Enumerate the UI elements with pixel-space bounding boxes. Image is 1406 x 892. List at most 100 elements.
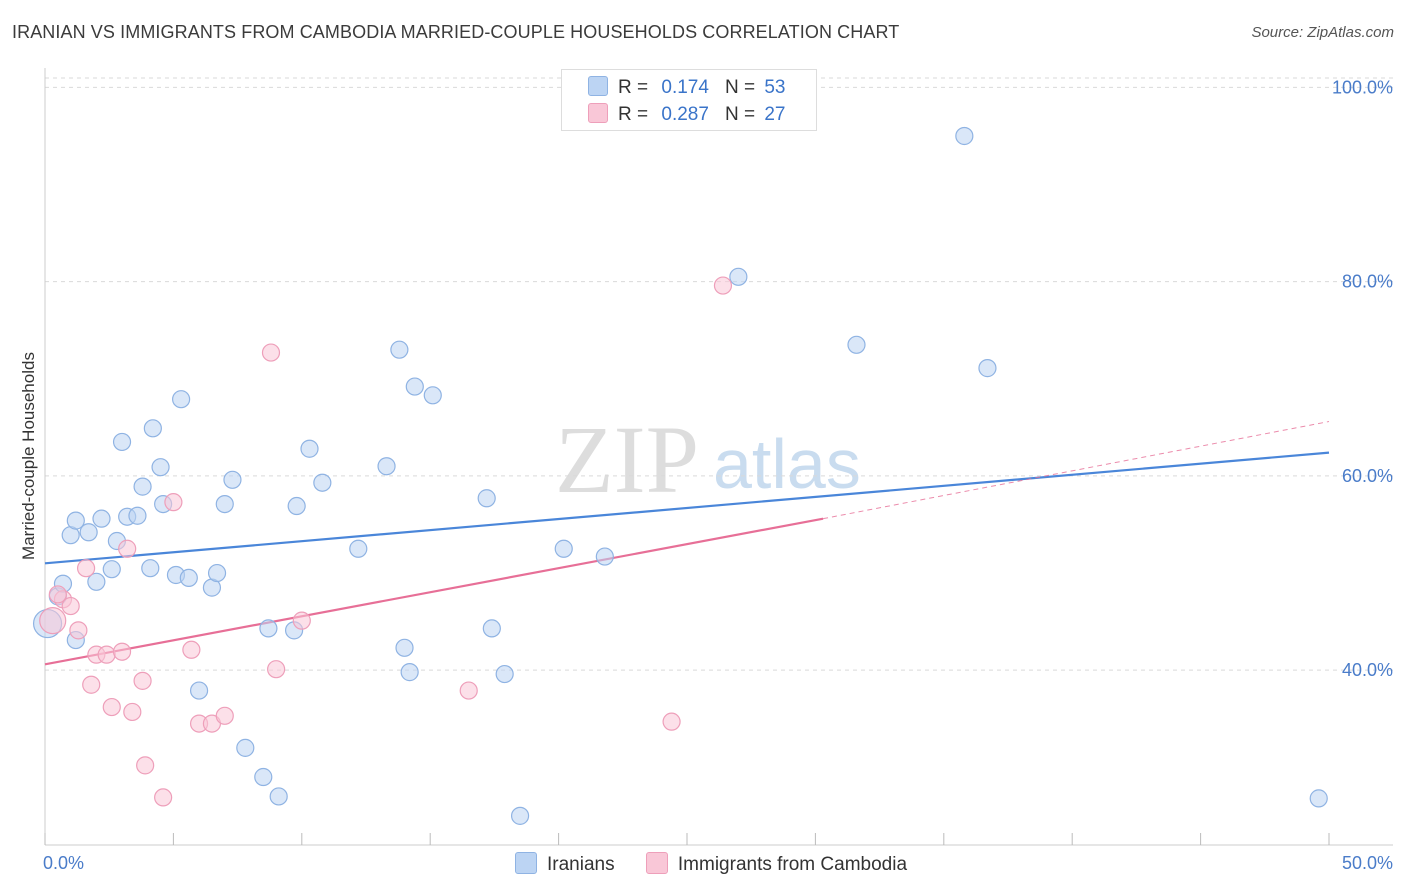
cambodia-point xyxy=(292,611,311,630)
iranians-point xyxy=(87,572,106,591)
cambodia-point xyxy=(48,585,67,604)
iranians-point xyxy=(128,506,147,525)
cambodia-point xyxy=(164,493,183,512)
cambodia-trend-line xyxy=(44,517,824,666)
correlation-legend: R = 0.174 N = 53 R = 0.287 N = 27 xyxy=(561,69,817,131)
legend-swatch-pink xyxy=(588,103,608,123)
iranians-point xyxy=(313,473,332,492)
cambodia-point xyxy=(182,640,201,659)
iranians-point xyxy=(482,619,501,638)
iranians-point xyxy=(400,663,419,682)
iranians-point xyxy=(236,738,255,757)
iranians-point xyxy=(172,390,191,409)
cambodia-point xyxy=(69,621,88,640)
iranians-point xyxy=(79,523,98,542)
cambodia-point xyxy=(97,645,116,664)
cambodia-point xyxy=(136,756,155,775)
iranians-point xyxy=(287,496,306,516)
iranians-point xyxy=(259,619,278,638)
trend-lines xyxy=(44,421,1330,666)
legend-item-iranians: Iranians xyxy=(515,852,615,876)
x-tick-labels: 0.0% 50.0% xyxy=(43,853,1393,873)
legend-swatch-blue xyxy=(588,76,608,96)
legend-n-value: 53 xyxy=(764,77,786,98)
iranians-point xyxy=(423,386,442,405)
chart-source: Source: ZipAtlas.com xyxy=(1251,24,1394,41)
iranians-point xyxy=(510,806,530,825)
cambodia-point xyxy=(261,343,281,362)
series-legend: Iranians Immigrants from Cambodia xyxy=(515,852,933,876)
iranians-point xyxy=(847,335,866,354)
iranians-point xyxy=(377,457,396,476)
cambodia-trend-extension xyxy=(823,421,1330,520)
iranians-point xyxy=(254,767,273,787)
iranians-point xyxy=(269,787,288,806)
iranians-point xyxy=(112,432,132,452)
y-tick-label: 40.0% xyxy=(1342,660,1393,680)
cambodia-point xyxy=(123,702,142,722)
cambodia-point xyxy=(82,675,101,694)
watermark-zip: ZIP xyxy=(555,406,699,513)
iranians-point xyxy=(595,547,614,566)
legend-label-cambodia: Immigrants from Cambodia xyxy=(677,854,908,875)
legend-r-label: R = xyxy=(618,77,649,98)
iranians-point xyxy=(141,559,160,578)
cambodia-point xyxy=(61,596,80,616)
axes xyxy=(44,68,1393,846)
x-ticks xyxy=(44,833,1330,845)
cambodia-point xyxy=(154,788,173,807)
iranians-point xyxy=(554,539,573,558)
legend-swatch-blue xyxy=(515,852,537,874)
watermark-atlas: atlas xyxy=(713,425,861,503)
y-tick-labels: 40.0% 60.0% 80.0% 100.0% xyxy=(1332,77,1393,680)
iranians-trend-line xyxy=(44,451,1330,565)
cambodia-point xyxy=(133,671,152,690)
iranians-point xyxy=(223,470,242,489)
chart-title: IRANIAN VS IMMIGRANTS FROM CAMBODIA MARR… xyxy=(12,22,900,42)
legend-n-label: N = xyxy=(724,104,756,125)
cambodia-point xyxy=(102,697,121,717)
cambodia-point xyxy=(267,660,286,679)
legend-item-cambodia: Immigrants from Cambodia xyxy=(645,852,908,876)
cambodia-point xyxy=(215,706,234,725)
cambodia-point xyxy=(39,607,67,635)
data-points xyxy=(32,126,1328,825)
iranians-point xyxy=(207,563,227,583)
iranians-point xyxy=(349,539,368,558)
cambodia-point xyxy=(713,276,733,295)
iranians-point xyxy=(179,568,198,588)
y-axis-label: Married-couple Households xyxy=(19,352,38,560)
iranians-point xyxy=(66,511,85,530)
legend-swatch-pink xyxy=(645,852,668,874)
gridlines xyxy=(45,77,1393,671)
legend-row-cambodia: R = 0.287 N = 27 xyxy=(588,103,785,127)
iranians-point xyxy=(300,439,319,458)
cambodia-point xyxy=(459,681,478,700)
iranians-point xyxy=(390,340,409,359)
iranians-point xyxy=(955,126,974,146)
cambodia-point xyxy=(76,559,96,578)
iranians-point xyxy=(143,419,162,438)
iranians-point xyxy=(978,359,997,378)
iranians-point xyxy=(102,560,121,579)
iranians-point xyxy=(395,638,414,657)
legend-r-value: 0.174 xyxy=(661,77,709,98)
iranians-point xyxy=(729,267,748,286)
x-tick-label: 50.0% xyxy=(1342,853,1393,873)
legend-label-iranians: Iranians xyxy=(547,854,615,875)
legend-row-iranians: R = 0.174 N = 53 xyxy=(588,76,785,100)
iranians-point xyxy=(92,509,111,528)
cambodia-point xyxy=(112,642,132,661)
iranians-point xyxy=(133,477,152,496)
iranians-point xyxy=(151,458,170,477)
legend-n-value: 27 xyxy=(764,104,786,125)
iranians-point xyxy=(1309,789,1328,808)
iranians-point xyxy=(405,377,424,396)
x-tick-label: 0.0% xyxy=(43,853,84,873)
legend-n-label: N = xyxy=(724,77,756,98)
cambodia-point xyxy=(662,712,681,731)
iranians-point xyxy=(215,494,234,514)
y-tick-label: 80.0% xyxy=(1342,272,1393,292)
legend-r-label: R = xyxy=(618,104,649,125)
iranians-point xyxy=(189,681,209,700)
